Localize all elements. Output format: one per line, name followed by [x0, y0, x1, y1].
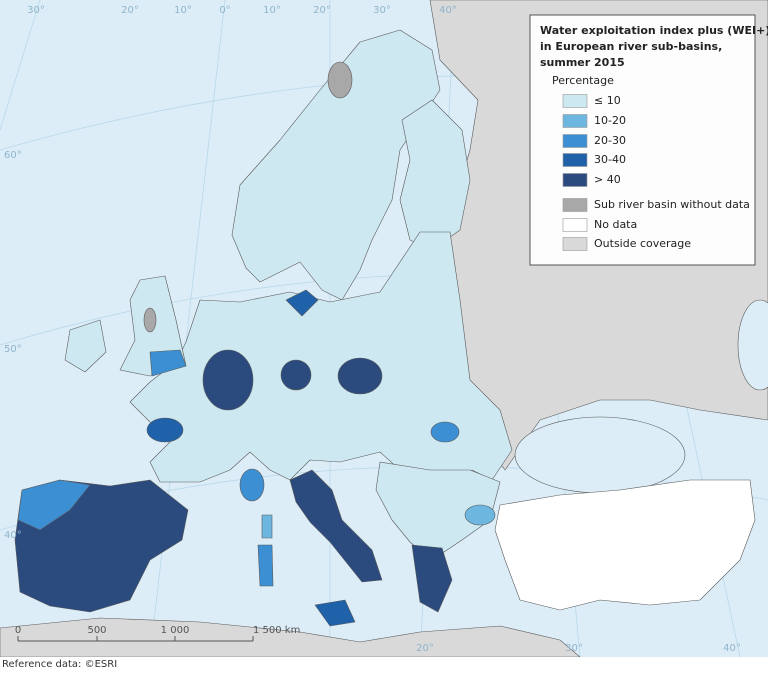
map: 30° 20° 10° 0° 10° 20° 30° 40° 60° 50° 40° 20° 30° 40…: [0, 0, 768, 657]
ireland: [64, 319, 107, 373]
vistula-basin: [337, 357, 383, 395]
no-data-turkey: [494, 479, 756, 611]
legend-label: Outside coverage: [594, 237, 691, 250]
thrace-basin: [464, 504, 496, 526]
italy: [289, 469, 383, 583]
legend-swatch: [562, 94, 588, 108]
seine-basin: [202, 349, 254, 411]
graticule-label: 40°: [4, 530, 22, 541]
legend-swatch: [562, 218, 588, 232]
legend-swatch: [562, 173, 588, 187]
legend-label: 20-30: [594, 134, 626, 147]
scale-label: 1 500 km: [253, 625, 300, 636]
legend-title: in European river sub-basins,: [540, 40, 722, 53]
scale-bar: 0 500 1 000 1 500 km: [15, 625, 300, 642]
legend-label: > 40: [594, 173, 621, 186]
scale-label: 1 000: [161, 625, 190, 636]
legend-label: ≤ 10: [594, 94, 621, 107]
loire-basin: [146, 417, 184, 443]
corsica: [261, 514, 273, 539]
graticule-label: 10°: [263, 5, 281, 16]
legend: Water exploitation index plus (WEI+) in …: [529, 14, 768, 266]
legend-swatch: [562, 134, 588, 148]
legend-label: 10-20: [594, 114, 626, 127]
footer: Reference data: ©ESRI: [2, 659, 118, 670]
graticule-label: 40°: [439, 5, 457, 16]
graticule-label: 0°: [219, 5, 230, 16]
sicily: [314, 599, 356, 627]
graticule-labels: 30° 20° 10° 0° 10° 20° 30° 40° 60° 50° 40° 20° 30° 40…: [4, 5, 741, 654]
scale-label: 0: [15, 625, 21, 636]
graticule-label: 10°: [174, 5, 192, 16]
legend-label: 30-40: [594, 153, 626, 166]
rhone-basin: [239, 468, 265, 502]
graticule-label: 30°: [565, 643, 583, 654]
greece: [411, 544, 453, 613]
legend-swatch: [562, 153, 588, 167]
tisza-basin: [430, 421, 460, 443]
graticule-label: 60°: [4, 150, 22, 161]
graticule-label: 20°: [416, 643, 434, 654]
scale-label: 500: [87, 625, 106, 636]
balkans: [375, 461, 501, 561]
iberia-north: [17, 479, 91, 531]
legend-title: summer 2015: [540, 56, 625, 69]
caspian-sea: [737, 299, 768, 391]
black-sea: [514, 416, 686, 494]
no-data-basin-uk: [143, 307, 157, 333]
legend-title: Water exploitation index plus (WEI+): [540, 24, 768, 37]
legend-label: No data: [594, 218, 637, 231]
denmark: [285, 289, 319, 317]
no-data-basin-north: [327, 61, 353, 99]
legend-heading: Percentage: [552, 74, 614, 87]
graticule-label: 40°: [723, 643, 741, 654]
graticule-label: 20°: [313, 5, 331, 16]
legend-swatch: [562, 198, 588, 212]
elbe-basin: [280, 359, 312, 391]
graticule-label: 30°: [27, 5, 45, 16]
east-england: [149, 349, 187, 377]
graticule-label: 50°: [4, 344, 22, 355]
legend-swatch: [562, 114, 588, 128]
scandinavia: [231, 29, 441, 301]
legend-label: Sub river basin without data: [594, 198, 750, 211]
graticule-label: 30°: [373, 5, 391, 16]
graticule-label: 20°: [121, 5, 139, 16]
sardinia: [257, 544, 274, 587]
legend-swatch: [562, 237, 588, 251]
outside-coverage-africa: [0, 617, 581, 657]
